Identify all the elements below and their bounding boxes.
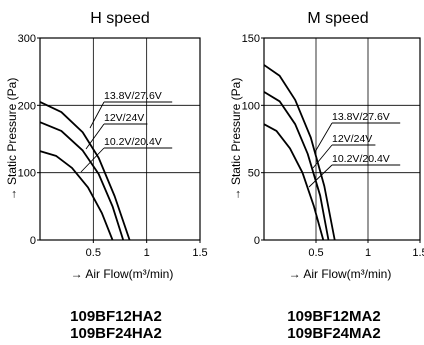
x-axis-label: → Air Flow(m³/min) (71, 267, 174, 281)
series-leader-line (85, 123, 105, 150)
series-line-1 (39, 101, 131, 241)
model-name: 109BF24HA2 (70, 325, 162, 342)
series-label: 13.8V/27.6V (104, 90, 162, 102)
series-leader-line (89, 101, 105, 129)
y-axis-label: → Static Pressure (Pa) (229, 78, 243, 201)
x-tick-label: 1.5 (412, 247, 424, 259)
plot-frame (263, 37, 421, 241)
model-name: 109BF12HA2 (70, 308, 162, 325)
series-line-3 (39, 150, 114, 241)
series-label: 10.2V/20.4V (332, 153, 390, 165)
chart-panel-2 (261, 37, 421, 243)
series-leader-line (80, 147, 105, 173)
y-tick-label: 0 (30, 235, 36, 247)
plot-frame (39, 37, 201, 241)
x-tick-label: 0.5 (86, 247, 101, 259)
model-name: 109BF24MA2 (287, 325, 380, 342)
y-tick-label: 300 (18, 33, 36, 45)
series-leader-line (308, 164, 333, 188)
y-tick-label: 200 (18, 100, 36, 112)
model-name: 109BF12MA2 (287, 308, 380, 325)
series-label: 10.2V/20.4V (104, 136, 162, 148)
series-line-1 (263, 64, 336, 241)
chart-panel-1 (37, 37, 201, 243)
y-tick-label: 100 (242, 100, 260, 112)
y-tick-label: 50 (248, 168, 260, 180)
y-tick-label: 100 (18, 168, 36, 180)
series-leader-line (312, 144, 333, 169)
series-label: 12V/24V (104, 112, 144, 124)
x-tick-label: 1 (144, 247, 150, 259)
series-leader-line (314, 122, 333, 153)
y-tick-label: 150 (242, 33, 260, 45)
y-axis-label: → Static Pressure (Pa) (5, 78, 19, 201)
x-tick-label: 0.5 (308, 247, 323, 259)
series-label: 12V/24V (332, 133, 372, 145)
series-line-3 (263, 123, 325, 241)
chart-title: M speed (307, 10, 368, 27)
y-tick-label: 0 (254, 235, 260, 247)
x-tick-label: 1.5 (192, 247, 207, 259)
x-tick-label: 1 (365, 247, 371, 259)
chart-title: H speed (90, 10, 150, 27)
series-label: 13.8V/27.6V (332, 111, 390, 123)
series-line-2 (263, 91, 330, 241)
x-axis-label: → Air Flow(m³/min) (289, 267, 392, 281)
